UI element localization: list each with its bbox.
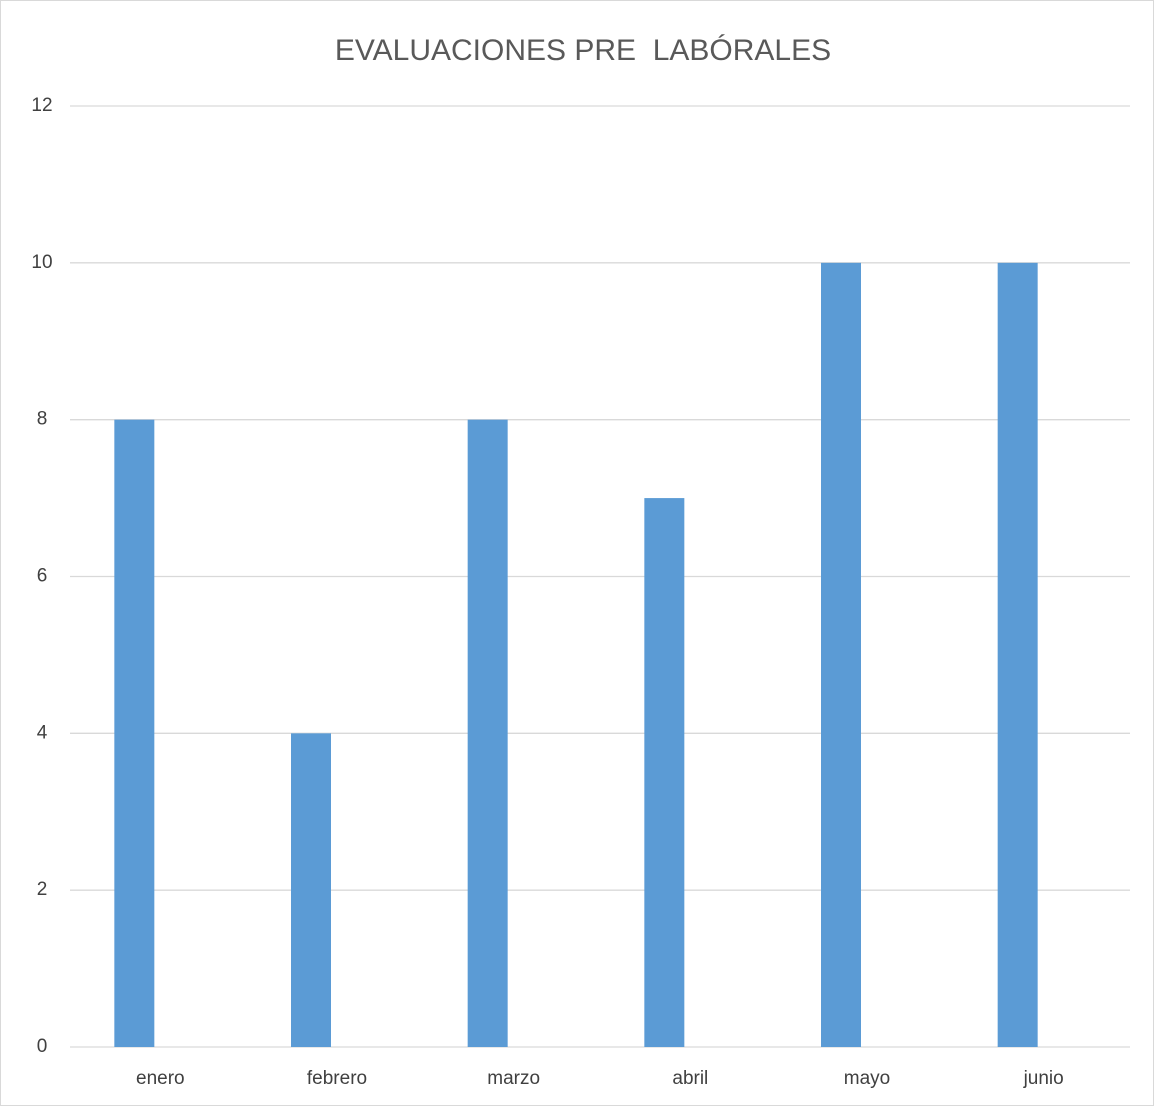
x-tick-label: marzo (487, 1068, 540, 1089)
y-tick-label: 8 (37, 409, 48, 430)
y-tick-label: 4 (37, 722, 48, 743)
bar (467, 419, 508, 1048)
y-tick-label: 12 (31, 95, 52, 116)
y-tick-label: 6 (37, 566, 48, 587)
bar (114, 419, 155, 1048)
y-tick-label: 10 (31, 252, 52, 273)
bar (821, 262, 861, 1047)
x-tick-label: abril (672, 1068, 708, 1089)
bar (997, 262, 1038, 1047)
chart-title: EVALUACIONES PRE LABÓRALES (335, 34, 831, 67)
bar (644, 498, 685, 1047)
y-tick-label: 2 (37, 879, 48, 900)
x-tick-label: enero (136, 1068, 185, 1089)
bar (291, 733, 331, 1047)
x-tick-label: febrero (307, 1068, 367, 1089)
y-tick-label: 0 (37, 1036, 48, 1057)
x-tick-label: junio (1023, 1068, 1064, 1089)
x-tick-label: mayo (844, 1068, 890, 1089)
